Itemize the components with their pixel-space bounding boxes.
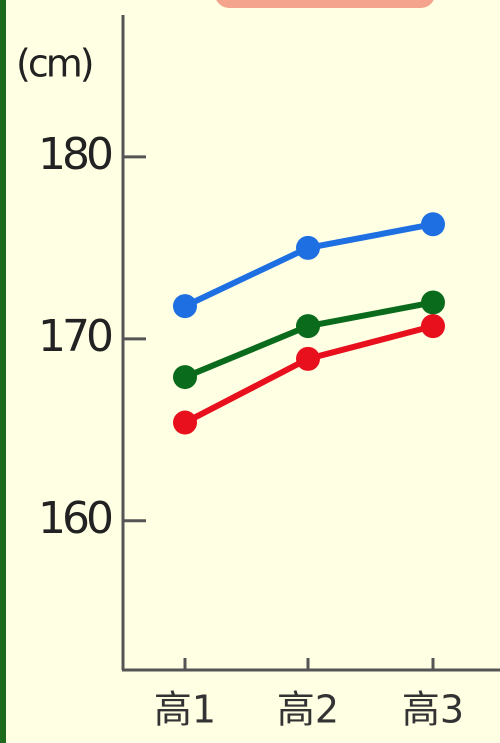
- y-tick-label: 180: [38, 129, 112, 180]
- y-tick-label: 170: [38, 311, 112, 362]
- point: [173, 410, 197, 435]
- x-tick-label: 高1: [154, 688, 216, 732]
- y-axis-label: (cm): [16, 42, 92, 86]
- point: [173, 365, 197, 390]
- point: [296, 235, 320, 260]
- header-tab: [216, 0, 434, 8]
- series-line: [183, 323, 434, 426]
- x-tick-label: 高3: [402, 688, 464, 732]
- point: [421, 212, 445, 237]
- left-border: [0, 0, 6, 743]
- x-tick-label: 高2: [277, 688, 339, 732]
- point: [296, 314, 320, 339]
- point: [296, 346, 320, 371]
- y-tick-label: 160: [38, 493, 112, 544]
- point: [173, 294, 197, 319]
- point: [421, 290, 445, 315]
- point: [421, 314, 445, 339]
